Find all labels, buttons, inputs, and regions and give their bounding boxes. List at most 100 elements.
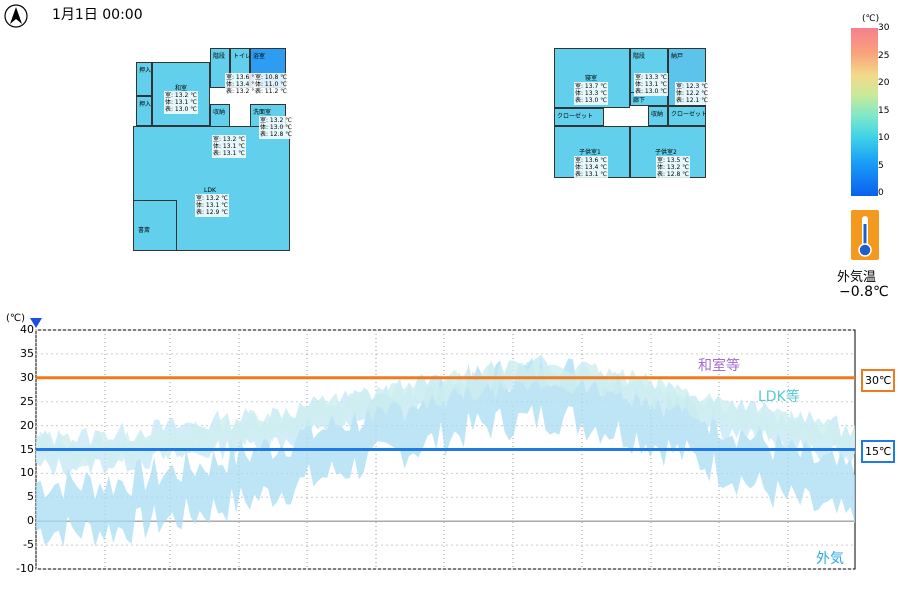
temperature-line: 体: 13.0 ℃ bbox=[260, 124, 292, 131]
temperature-line: 室: 13.7 ℃ bbox=[575, 83, 607, 90]
temperature-line: 表: 13.0 ℃ bbox=[165, 106, 197, 113]
room-name: 階段 bbox=[633, 53, 646, 60]
legend-tick: 30 bbox=[878, 23, 890, 33]
floor2-room: クローゼット bbox=[668, 106, 708, 126]
temperature-line: 体: 13.2 ℃ bbox=[657, 164, 689, 171]
temperature-line: 表: 12.9 ℃ bbox=[196, 209, 228, 216]
datetime-display: 1月1日 00:00 bbox=[52, 7, 143, 23]
temperature-line: 体: 12.2 ℃ bbox=[676, 90, 708, 97]
temperature-line: 体: 11.0 ℃ bbox=[255, 81, 287, 88]
series-label-washitsu: 和室等 bbox=[698, 358, 740, 374]
temperature-line: 体: 13.1 ℃ bbox=[635, 81, 667, 88]
temperature-line: 室: 13.5 ℃ bbox=[657, 157, 689, 164]
floor2-room: 収納 bbox=[648, 106, 668, 126]
temperature-line: 表: 13.1 ℃ bbox=[213, 150, 245, 157]
room-name: 押入 bbox=[139, 67, 152, 74]
y-tick-label: 35 bbox=[20, 346, 34, 360]
room-temperature-readout: 室: 13.2 ℃ 体: 13.1 ℃ 表: 12.9 ℃ bbox=[195, 194, 229, 217]
room-temperature-readout: 室: 10.8 ℃ 体: 11.0 ℃ 表: 11.2 ℃ bbox=[254, 73, 288, 96]
temperature-line: 表: 13.0 ℃ bbox=[575, 97, 607, 104]
time-cursor-icon bbox=[30, 318, 42, 328]
north-arrow-icon bbox=[4, 4, 28, 28]
temperature-line: 体: 13.1 ℃ bbox=[213, 143, 245, 150]
room-name: 押入 bbox=[139, 101, 152, 108]
room-name: クローゼット bbox=[671, 111, 708, 118]
room-temperature-readout: 室: 12.3 ℃ 体: 12.2 ℃ 表: 12.1 ℃ bbox=[675, 82, 709, 105]
temperature-line: 体: 13.1 ℃ bbox=[196, 202, 228, 209]
room-temperature-readout: 室: 13.2 ℃ 体: 13.1 ℃ 表: 13.0 ℃ bbox=[164, 91, 198, 114]
room-name: クローゼット bbox=[557, 113, 594, 120]
temperature-line: 室: 13.6 ℃ bbox=[575, 157, 607, 164]
room-temperature-readout: 室: 13.2 ℃ 体: 13.0 ℃ 表: 12.8 ℃ bbox=[259, 116, 293, 139]
legend-unit: (℃) bbox=[862, 14, 880, 24]
thermometer-icon bbox=[851, 210, 879, 260]
legend-tick: 5 bbox=[878, 160, 884, 171]
y-tick-label: 0 bbox=[27, 514, 34, 528]
y-tick-label: 25 bbox=[20, 394, 34, 408]
temperature-line: 表: 12.1 ℃ bbox=[676, 97, 708, 104]
temperature-line: 室: 13.2 ℃ bbox=[196, 195, 228, 202]
room-name: 和室 bbox=[175, 85, 188, 92]
legend-tick: 15 bbox=[878, 105, 890, 116]
room-temperature-readout: 室: 13.6 ℃ 体: 13.4 ℃ 表: 13.2 ℃ bbox=[225, 73, 259, 96]
room-name: 収納 bbox=[651, 111, 664, 118]
y-tick-label: 15 bbox=[20, 442, 34, 456]
outside-temp-band bbox=[36, 357, 855, 547]
temperature-line: 表: 12.8 ℃ bbox=[657, 171, 689, 178]
y-tick-label: 5 bbox=[27, 490, 34, 504]
room-temperature-readout: 室: 13.3 ℃ 体: 13.1 ℃ 表: 13.0 ℃ bbox=[634, 73, 668, 96]
floor1-room: 書斎 bbox=[133, 200, 177, 251]
temperature-line: 体: 13.4 ℃ bbox=[575, 164, 607, 171]
legend-tick: 20 bbox=[878, 78, 890, 88]
room-name: 廊下 bbox=[633, 97, 646, 104]
room-name: 子供室1 bbox=[579, 149, 601, 156]
floor1-room: 押入 bbox=[136, 96, 152, 126]
temperature-line: 体: 13.1 ℃ bbox=[165, 99, 197, 106]
room-name: 寝室 bbox=[585, 75, 598, 82]
y-tick-label: 30 bbox=[20, 370, 34, 384]
series-label-ldk: LDK等 bbox=[758, 389, 800, 405]
temperature-line: 表: 13.1 ℃ bbox=[575, 171, 607, 178]
series-label-outside: 外気 bbox=[816, 551, 844, 567]
legend-tick: 25 bbox=[878, 50, 890, 61]
upper-threshold-label: 30℃ bbox=[861, 369, 896, 392]
room-name: 収納 bbox=[213, 109, 226, 116]
room-temperature-readout: 室: 13.2 ℃ 体: 13.1 ℃ 表: 13.1 ℃ bbox=[212, 135, 246, 158]
room-name: トイレ bbox=[233, 53, 252, 60]
y-tick-label: 40 bbox=[20, 323, 34, 336]
graph-unit: (℃) bbox=[6, 313, 26, 324]
legend-tick: 10 bbox=[878, 133, 890, 143]
room-name: LDK bbox=[204, 187, 216, 194]
room-name: 浴室 bbox=[253, 53, 266, 60]
room-name: 階段 bbox=[213, 53, 226, 60]
legend-tick: 0 bbox=[878, 188, 884, 198]
temperature-color-scale bbox=[851, 28, 878, 196]
room-temperature-readout: 室: 13.7 ℃ 体: 13.3 ℃ 表: 13.0 ℃ bbox=[574, 82, 608, 105]
lower-threshold-label: 15℃ bbox=[861, 440, 896, 463]
room-name: 納戸 bbox=[671, 53, 684, 60]
room-temperature-readout: 室: 13.6 ℃ 体: 13.4 ℃ 表: 13.1 ℃ bbox=[574, 156, 608, 179]
temperature-line: 表: 12.8 ℃ bbox=[260, 131, 292, 138]
temperature-line: 室: 13.2 ℃ bbox=[260, 117, 292, 124]
floor1-room: 収納 bbox=[210, 104, 230, 128]
temperature-line: 室: 13.3 ℃ bbox=[635, 74, 667, 81]
temperature-line: 体: 13.4 ℃ bbox=[226, 81, 258, 88]
temperature-line: 室: 13.2 ℃ bbox=[165, 92, 197, 99]
y-tick-label: 10 bbox=[20, 466, 34, 480]
y-tick-label: 20 bbox=[20, 418, 34, 432]
y-tick-label: -10 bbox=[16, 562, 34, 575]
temperature-line: 室: 13.6 ℃ bbox=[226, 74, 258, 81]
temperature-line: 室: 10.8 ℃ bbox=[255, 74, 287, 81]
ldk-temp-band bbox=[36, 360, 855, 469]
room-name: 子供室2 bbox=[655, 149, 677, 156]
temperature-line: 表: 13.0 ℃ bbox=[635, 88, 667, 95]
temperature-line: 表: 11.2 ℃ bbox=[255, 88, 287, 95]
y-tick-label: -5 bbox=[23, 538, 34, 552]
room-name: 洗面室 bbox=[253, 109, 272, 116]
outside-temp-label: 外気温 bbox=[837, 270, 877, 285]
temperature-line: 表: 13.2 ℃ bbox=[226, 88, 258, 95]
temperature-line: 室: 12.3 ℃ bbox=[676, 83, 708, 90]
room-name: 書斎 bbox=[138, 227, 151, 234]
temperature-line: 体: 13.3 ℃ bbox=[575, 90, 607, 97]
